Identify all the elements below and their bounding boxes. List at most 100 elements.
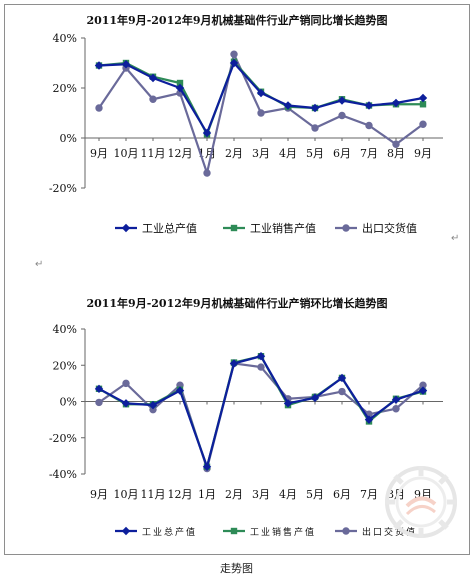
x-tick-label: 5月 — [306, 147, 324, 160]
data-point — [122, 379, 130, 388]
data-point — [148, 400, 158, 410]
data-point — [94, 384, 104, 394]
legend-marker — [230, 224, 238, 232]
legend-label: 工业总产值 — [142, 526, 197, 538]
legend-label: 工业销售产值 — [250, 526, 316, 538]
data-point — [337, 373, 347, 383]
data-point — [229, 359, 239, 368]
figure-caption: 走势图 — [220, 562, 253, 575]
data-point — [338, 111, 346, 120]
data-point — [230, 50, 238, 58]
y-tick-label: 20% — [53, 82, 77, 95]
legend-marker — [121, 223, 131, 233]
data-point — [95, 398, 103, 407]
legend-label: 工业销售产值 — [250, 221, 316, 235]
data-point — [229, 58, 239, 68]
data-point — [121, 399, 131, 408]
data-point — [176, 79, 184, 87]
x-tick-label: 9月 — [414, 147, 432, 160]
x-tick-label: 4月 — [279, 147, 297, 160]
data-point — [283, 399, 293, 408]
data-point — [175, 386, 185, 395]
x-tick-label: 8月 — [387, 147, 405, 160]
watermark-logo-icon — [385, 466, 457, 538]
legend-marker — [230, 527, 238, 535]
x-tick-label: 11月 — [141, 488, 166, 501]
x-tick-label: 2月 — [225, 147, 243, 160]
series-line — [98, 59, 423, 137]
legend-marker — [342, 224, 350, 232]
x-tick-label: 9月 — [90, 488, 108, 501]
x-tick-label: 6月 — [333, 488, 351, 501]
x-tick-label: 4月 — [279, 488, 297, 501]
data-point — [257, 363, 265, 371]
paragraph-mark: ↵ — [451, 233, 460, 244]
data-point — [283, 101, 293, 110]
y-tick-label: -20% — [49, 182, 77, 195]
data-point — [95, 104, 103, 112]
x-tick-label: 3月 — [252, 147, 270, 160]
data-point — [149, 405, 157, 414]
data-point — [419, 101, 427, 108]
x-tick-label: 10月 — [114, 147, 139, 160]
y-tick-label: -20% — [49, 432, 77, 445]
x-tick-label: 5月 — [306, 488, 324, 501]
data-point — [391, 98, 401, 108]
data-point — [149, 95, 157, 103]
x-tick-label: 6月 — [333, 147, 351, 160]
data-point — [203, 169, 211, 177]
chart-title: 2011年9月-2012年9月机械基础件行业产销环比增长趋势图 — [86, 296, 387, 310]
y-tick-label: 0% — [60, 132, 77, 145]
data-point — [419, 381, 427, 389]
data-point — [418, 93, 428, 103]
chart-title: 2011年9月-2012年9月机械基础件行业产销同比增长趋势图 — [86, 13, 387, 27]
series-markers — [94, 351, 428, 471]
series-markers — [94, 58, 428, 138]
x-tick-label: 12月 — [168, 147, 193, 160]
legend-marker — [342, 527, 350, 535]
y-tick-label: 40% — [53, 32, 77, 45]
y-tick-label: 0% — [60, 396, 77, 409]
legend-marker — [121, 526, 131, 536]
y-tick-label: 40% — [53, 323, 77, 336]
data-point — [364, 101, 374, 110]
x-tick-label: 9月 — [90, 147, 108, 160]
series-markers — [95, 58, 427, 138]
data-point — [392, 140, 400, 148]
y-tick-label: 20% — [53, 359, 77, 372]
data-point — [256, 351, 266, 361]
data-point — [148, 73, 158, 83]
legend-label: 出口交货值 — [362, 221, 417, 235]
x-tick-label: 7月 — [360, 147, 378, 160]
data-point — [311, 124, 319, 132]
x-tick-label: 7月 — [360, 488, 378, 501]
data-point — [338, 387, 346, 396]
x-tick-label: 1月 — [198, 488, 216, 501]
data-point — [365, 121, 373, 130]
data-point — [419, 120, 427, 128]
data-point — [337, 96, 347, 105]
data-point — [364, 415, 374, 424]
paragraph-mark: ↵ — [35, 259, 44, 270]
data-point — [202, 128, 212, 138]
x-tick-label: 2月 — [225, 488, 243, 501]
data-point — [256, 88, 266, 98]
data-point — [310, 103, 320, 113]
x-tick-label: 11月 — [141, 147, 166, 160]
x-tick-label: 10月 — [114, 488, 139, 501]
data-point — [257, 109, 265, 117]
data-point — [202, 462, 212, 471]
figure-frame: 2011年9月-2012年9月机械基础件行业产销同比增长趋势图 -20% 0% 20%… — [4, 4, 470, 555]
x-tick-label: 3月 — [252, 488, 270, 501]
data-point — [310, 393, 320, 403]
data-point — [175, 83, 185, 93]
x-tick-label: 12月 — [168, 488, 193, 501]
series-line — [98, 354, 424, 471]
data-point — [391, 395, 401, 404]
chart-mom: 2011年9月-2012年9月机械基础件行业产销环比增长趋势图 -40% -20% 0… — [49, 296, 443, 538]
data-point — [94, 61, 104, 70]
data-point — [392, 405, 400, 413]
y-tick-label: -40% — [49, 468, 77, 481]
series-line — [98, 354, 424, 471]
series-markers — [95, 50, 427, 177]
